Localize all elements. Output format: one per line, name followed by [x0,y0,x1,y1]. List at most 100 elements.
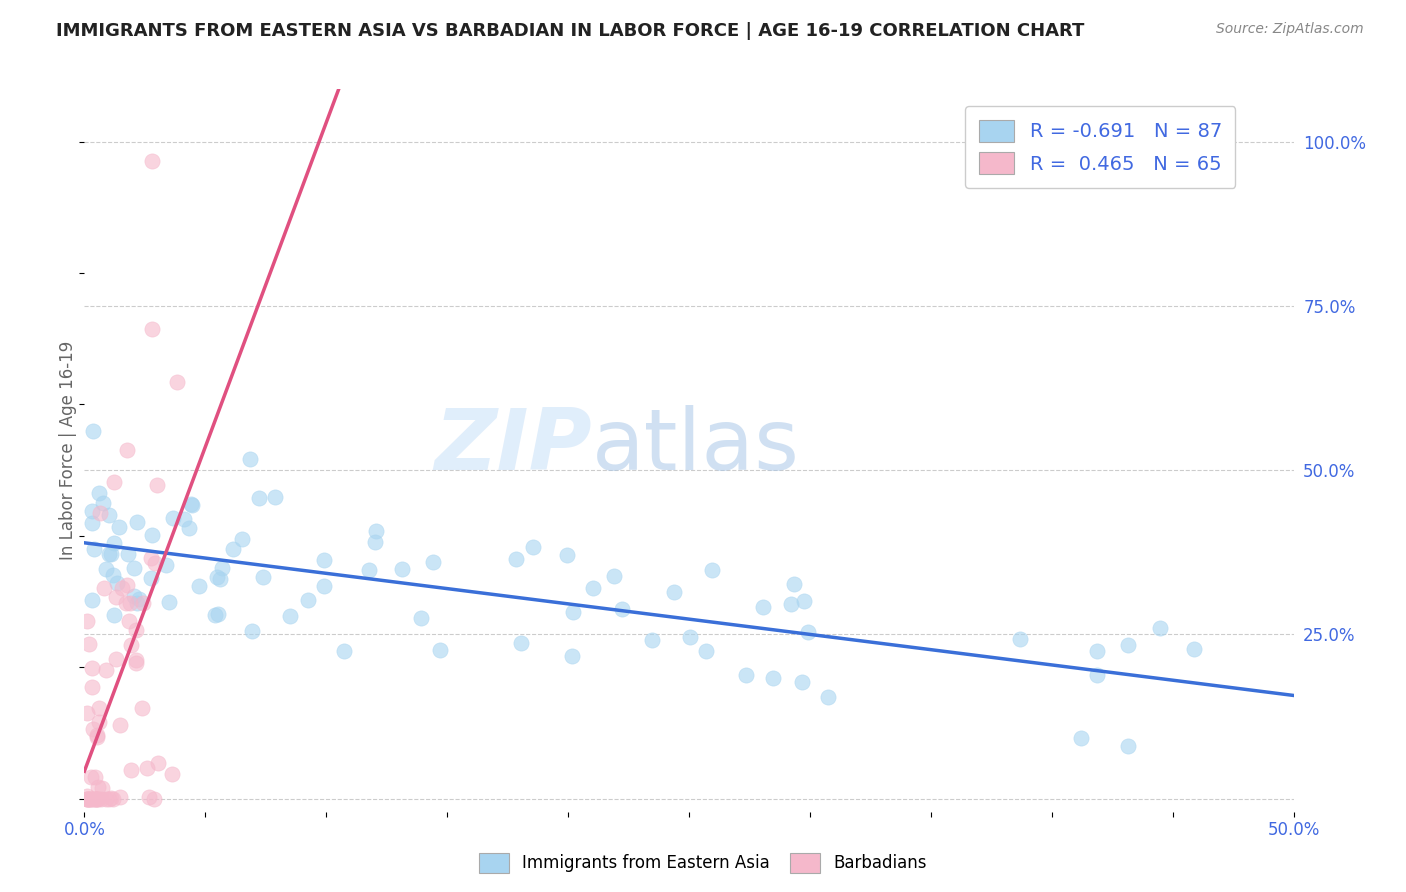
Point [162,511,184,525]
Point [117,547,139,561]
Point [79,770,101,784]
Point [131,596,153,610]
Point [780,598,803,612]
Point [80,680,103,694]
Point [103,475,125,490]
Point [817,690,839,705]
Point [91,496,114,510]
Point [1085,644,1108,658]
Point [91,780,114,795]
Point [80,661,103,675]
Point [80,593,103,607]
Point [148,756,170,771]
Point [1070,731,1092,745]
Point [101,791,124,805]
Point [120,763,142,777]
Point [139,571,162,585]
Point [120,596,142,610]
Point [100,791,122,805]
Point [391,562,413,576]
Point [603,569,626,583]
Point [83,541,105,556]
Point [173,512,195,526]
Point [98,547,121,561]
Point [76,791,98,805]
Point [166,375,188,389]
Point [207,607,229,621]
Point [114,597,136,611]
Point [125,596,148,610]
Point [239,451,262,466]
Point [131,700,153,714]
Point [76,791,98,805]
Point [179,521,201,535]
Point [125,515,148,529]
Point [76,789,98,804]
Point [77,638,100,652]
Point [76,706,98,720]
Point [797,624,820,639]
Point [211,561,233,575]
Text: Source: ZipAtlas.com: Source: ZipAtlas.com [1216,22,1364,37]
Point [83,791,105,805]
Point [790,674,813,689]
Y-axis label: In Labor Force | Age 16-19: In Labor Force | Age 16-19 [59,341,77,560]
Point [280,608,302,623]
Point [80,516,103,530]
Point [76,791,98,805]
Legend: R = -0.691   N = 87, R =  0.465   N = 65: R = -0.691 N = 87, R = 0.465 N = 65 [966,106,1236,188]
Point [128,592,150,607]
Point [115,442,138,457]
Legend: Immigrants from Eastern Asia, Barbadians: Immigrants from Eastern Asia, Barbadians [472,847,934,880]
Point [359,563,381,577]
Point [181,498,204,512]
Point [87,700,110,714]
Point [89,486,111,500]
Point [332,644,354,658]
Point [366,524,388,538]
Point [108,520,131,534]
Point [96,663,118,677]
Point [1182,642,1205,657]
Point [641,633,664,648]
Point [100,548,122,562]
Point [252,570,274,584]
Point [84,791,107,805]
Point [205,570,228,584]
Point [793,594,815,608]
Point [141,154,163,169]
Point [125,623,148,637]
Point [94,791,117,805]
Point [1010,632,1032,646]
Point [735,667,758,681]
Point [86,791,108,805]
Point [297,593,319,607]
Point [111,581,134,595]
Point [695,643,717,657]
Point [247,491,270,505]
Point [143,556,166,570]
Point [103,536,125,550]
Point [762,671,785,685]
Point [312,552,335,566]
Text: atlas: atlas [592,405,800,488]
Point [155,558,177,572]
Point [209,572,232,586]
Point [221,541,243,556]
Point [79,791,101,805]
Point [1149,622,1171,636]
Point [662,585,685,599]
Point [77,791,100,805]
Point [231,532,253,546]
Point [108,790,131,805]
Point [555,548,578,562]
Point [89,506,111,520]
Point [135,761,157,775]
Point [89,714,111,729]
Point [90,791,112,805]
Text: ZIP: ZIP [434,405,592,488]
Point [145,478,167,492]
Point [562,605,585,619]
Point [98,508,121,523]
Point [1116,739,1139,754]
